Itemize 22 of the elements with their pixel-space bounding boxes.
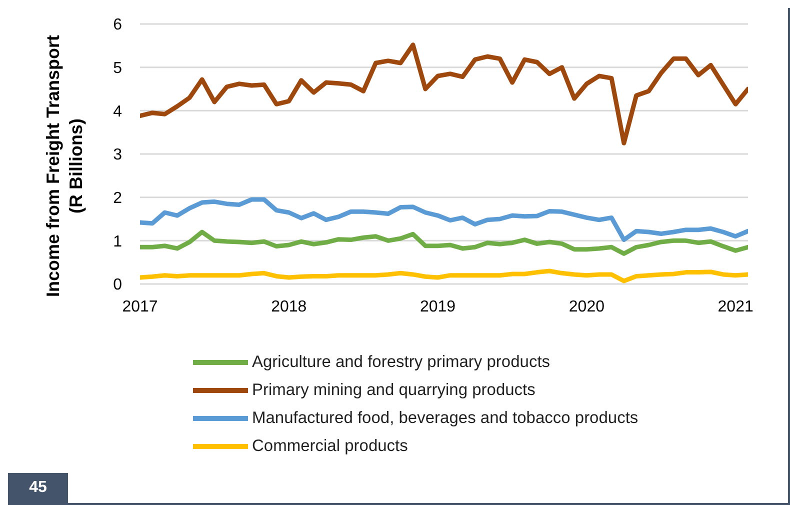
y-tick-label: 0 bbox=[113, 276, 122, 294]
legend-label: Manufactured food, beverages and tobacco products bbox=[252, 408, 638, 428]
legend-label: Primary mining and quarrying products bbox=[252, 380, 536, 400]
y-tick-label: 4 bbox=[113, 103, 122, 120]
x-tick-label: 2021 bbox=[718, 298, 754, 316]
line-series bbox=[140, 268, 748, 284]
y-axis-title: Income from Freight Transport (R Billions) bbox=[43, 34, 86, 298]
x-tick-label: 2019 bbox=[420, 298, 456, 316]
line-series bbox=[140, 42, 748, 146]
legend-label: Commercial products bbox=[252, 436, 408, 456]
line-series bbox=[140, 230, 748, 256]
y-tick-label: 5 bbox=[113, 60, 122, 78]
y-tick-label: 1 bbox=[113, 233, 122, 250]
x-tick-label: 2018 bbox=[271, 298, 307, 316]
legend-label: Agriculture and forestry primary products bbox=[252, 352, 550, 372]
y-tick-label: 2 bbox=[113, 190, 122, 208]
line-series bbox=[140, 197, 748, 242]
x-tick-label: 2017 bbox=[122, 298, 158, 316]
text: 45 bbox=[8, 473, 68, 503]
y-tick-label: 6 bbox=[113, 16, 122, 34]
x-tick-label: 2020 bbox=[568, 298, 605, 316]
y-tick-label: 3 bbox=[113, 146, 122, 164]
